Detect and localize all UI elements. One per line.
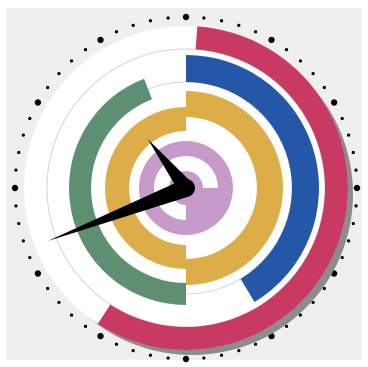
hour-tick-mark [11,184,19,192]
hour-hand [147,139,193,193]
minute-tick-mark [351,150,355,155]
minute-tick-mark [57,71,61,76]
minute-tick-mark [351,221,355,226]
minute-tick-mark [219,19,224,23]
minute-tick-mark [83,324,88,328]
minute-tick-mark [69,59,74,63]
minute-tick-mark [322,85,326,90]
minute-tick-mark [284,48,289,52]
minute-tick-mark [311,300,315,305]
minute-tick-mark [17,221,21,226]
minute-tick-mark [114,30,119,34]
minute-tick-mark [131,349,135,353]
minute-tick-mark [28,255,32,260]
hour-tick-mark [97,332,104,340]
minute-tick-mark [284,324,289,328]
minute-tick-mark [340,116,344,121]
hour-tick-mark [353,184,361,192]
minute-tick-mark [14,168,18,172]
minute-tick-mark [21,239,25,243]
minute-tick-mark [354,204,358,208]
middle-green-arc [68,78,186,306]
minute-tick-mark [69,313,74,317]
minute-tick-mark [354,168,358,172]
minute-tick-mark [17,150,21,155]
minute-tick-mark [114,342,119,346]
minute-tick-mark [237,349,241,353]
minute-tick-mark [311,71,315,76]
outer-blue-arc [186,55,319,302]
minute-tick-mark [28,116,32,121]
minute-tick-mark [340,255,344,260]
minute-tick-mark [347,239,351,243]
hour-tick-mark [182,355,190,363]
minute-tick-mark [202,356,206,360]
minute-tick-mark [298,313,303,317]
minute-tick-mark [131,23,135,27]
minute-tick-mark [46,286,50,291]
minute-tick-mark [57,300,61,305]
hour-tick-mark [97,36,104,44]
hour-tick-mark [330,99,338,106]
minute-tick-mark [21,133,25,137]
hour-tick-mark [268,36,275,44]
minute-tick-mark [298,59,303,63]
minute-tick-mark [148,19,153,23]
hour-tick-mark [34,270,42,277]
hour-tick-mark [182,13,190,21]
minute-tick-mark [83,48,88,52]
minute-tick-mark [347,133,351,137]
minute-tick-mark [253,30,258,34]
clock-hands [47,139,195,242]
middle-gold-arc [105,107,186,269]
minute-tick-mark [202,16,206,20]
hand-hub [177,179,195,197]
minute-hand [47,179,190,242]
minute-tick-mark [14,204,18,208]
minute-tick-mark [237,23,241,27]
outer-crimson-arc [97,26,349,350]
minute-tick-mark [46,85,50,90]
minute-tick-mark [166,356,170,360]
outer-gold-arc [186,91,283,285]
hour-tick-mark [34,99,42,106]
minute-tick-mark [219,353,224,357]
minute-tick-mark [148,353,153,357]
minute-tick-mark [322,286,326,291]
minute-tick-mark [253,342,258,346]
minute-tick-mark [166,16,170,20]
